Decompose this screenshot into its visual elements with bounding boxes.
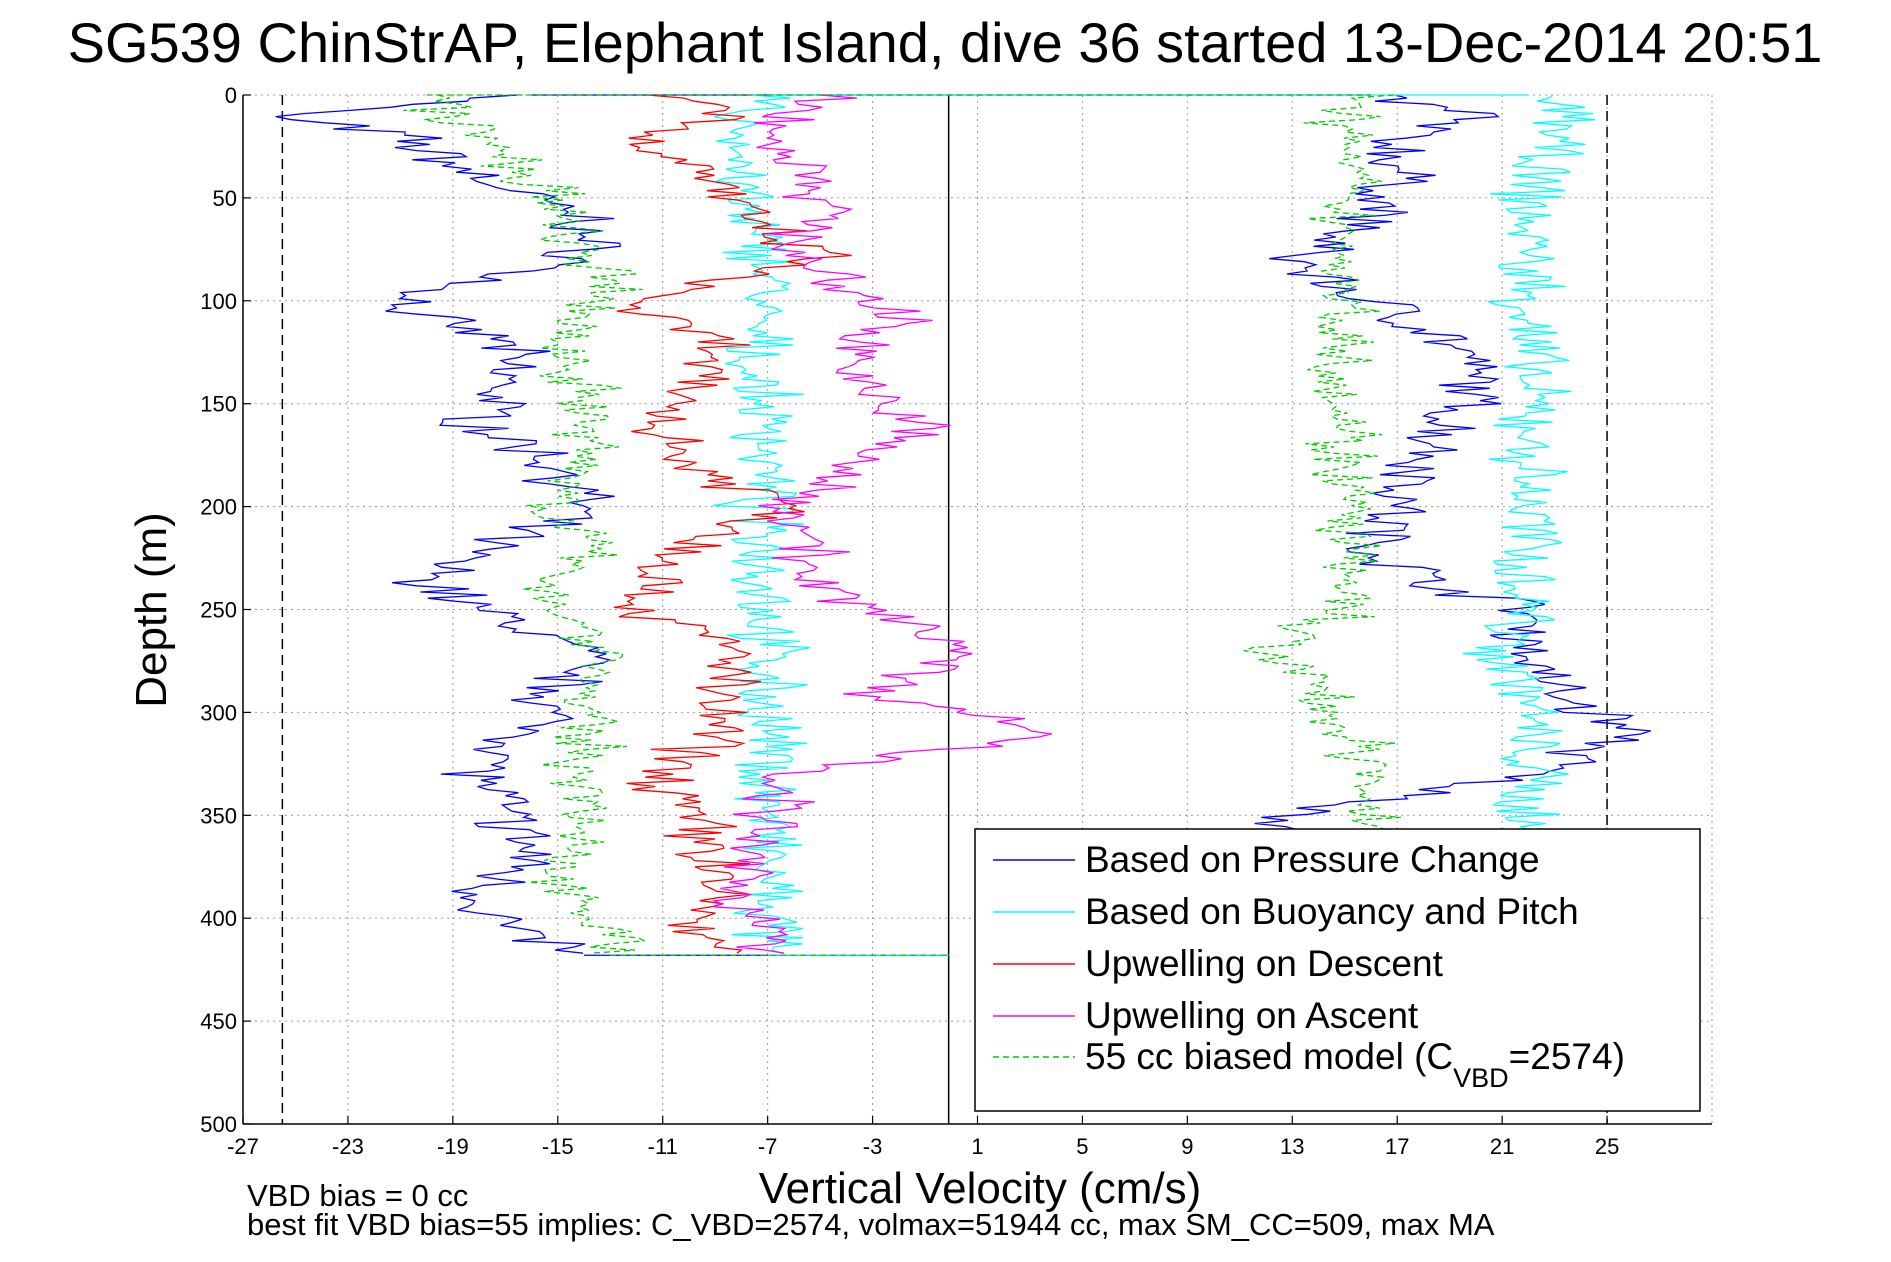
x-tick-label: -15 — [542, 1134, 574, 1159]
series-line — [713, 94, 1596, 956]
y-tick-label: 50 — [213, 186, 237, 211]
x-tick-label: 5 — [1076, 1134, 1088, 1159]
x-tick-labels: -27 -23 -19 -15 -11 -7 -3 1 5 9 13 17 21 25 — [227, 1116, 1619, 1159]
y-tick-label: 500 — [200, 1112, 237, 1137]
x-tick-label: 13 — [1280, 1134, 1304, 1159]
legend-label: Based on Buoyancy and Pitch — [1085, 891, 1579, 932]
legend: Based on Pressure Change Based on Buoyanc… — [974, 828, 1701, 1112]
y-tick-label: 400 — [200, 906, 237, 931]
series-trace — [711, 94, 1052, 954]
series-trace — [1243, 94, 1412, 954]
x-tick-label: -3 — [863, 1134, 883, 1159]
series-trace — [275, 94, 622, 954]
x-tick-label: 17 — [1385, 1134, 1409, 1159]
y-tick-label: 0 — [225, 83, 237, 108]
legend-label: 55 cc biased model (CVBD=2574) — [1085, 1036, 1625, 1093]
legend-box — [974, 828, 1701, 1112]
x-tick-label: 21 — [1490, 1134, 1514, 1159]
legend-label: Based on Pressure Change — [1085, 839, 1540, 880]
y-tick-label: 350 — [200, 803, 237, 828]
x-tick-label: 1 — [971, 1134, 983, 1159]
series-trace — [613, 94, 852, 954]
x-tick-label: -11 — [648, 1134, 678, 1159]
x-tick-label: 25 — [1595, 1134, 1619, 1159]
legend-label: Upwelling on Descent — [1085, 943, 1444, 984]
series-line — [613, 94, 852, 954]
chart-title: SG539 ChinStrAP, Elephant Island, dive 3… — [68, 11, 1823, 74]
y-tick-label: 200 — [200, 495, 237, 520]
y-tick-label: 450 — [200, 1009, 237, 1034]
x-tick-label: -23 — [332, 1134, 364, 1159]
y-tick-label: 150 — [200, 392, 237, 417]
series-line — [711, 94, 1052, 954]
y-axis-label: Depth (m) — [127, 512, 176, 708]
y-tick-label: 300 — [200, 700, 237, 725]
x-tick-label: -7 — [758, 1134, 778, 1159]
series-trace — [1462, 94, 1596, 954]
x-tick-label: 9 — [1181, 1134, 1193, 1159]
series-group — [275, 94, 1651, 956]
series-trace — [403, 94, 646, 954]
series-trace — [713, 94, 811, 954]
footer-line2: best fit VBD bias=55 implies: C_VBD=2574… — [247, 1207, 1495, 1242]
x-axis-label: Vertical Velocity (cm/s) — [759, 1164, 1202, 1213]
series-trace — [1228, 94, 1651, 954]
x-tick-label: -27 — [227, 1134, 259, 1159]
y-tick-labels: 0 50 100 150 200 250 300 350 400 450 500 — [200, 83, 251, 1137]
y-tick-label: 250 — [200, 598, 237, 623]
footer-line1: VBD bias = 0 cc — [247, 1178, 468, 1213]
series-line — [403, 94, 1412, 956]
x-tick-label: -19 — [437, 1134, 469, 1159]
y-tick-label: 100 — [200, 289, 237, 314]
legend-label: Upwelling on Ascent — [1085, 995, 1419, 1036]
